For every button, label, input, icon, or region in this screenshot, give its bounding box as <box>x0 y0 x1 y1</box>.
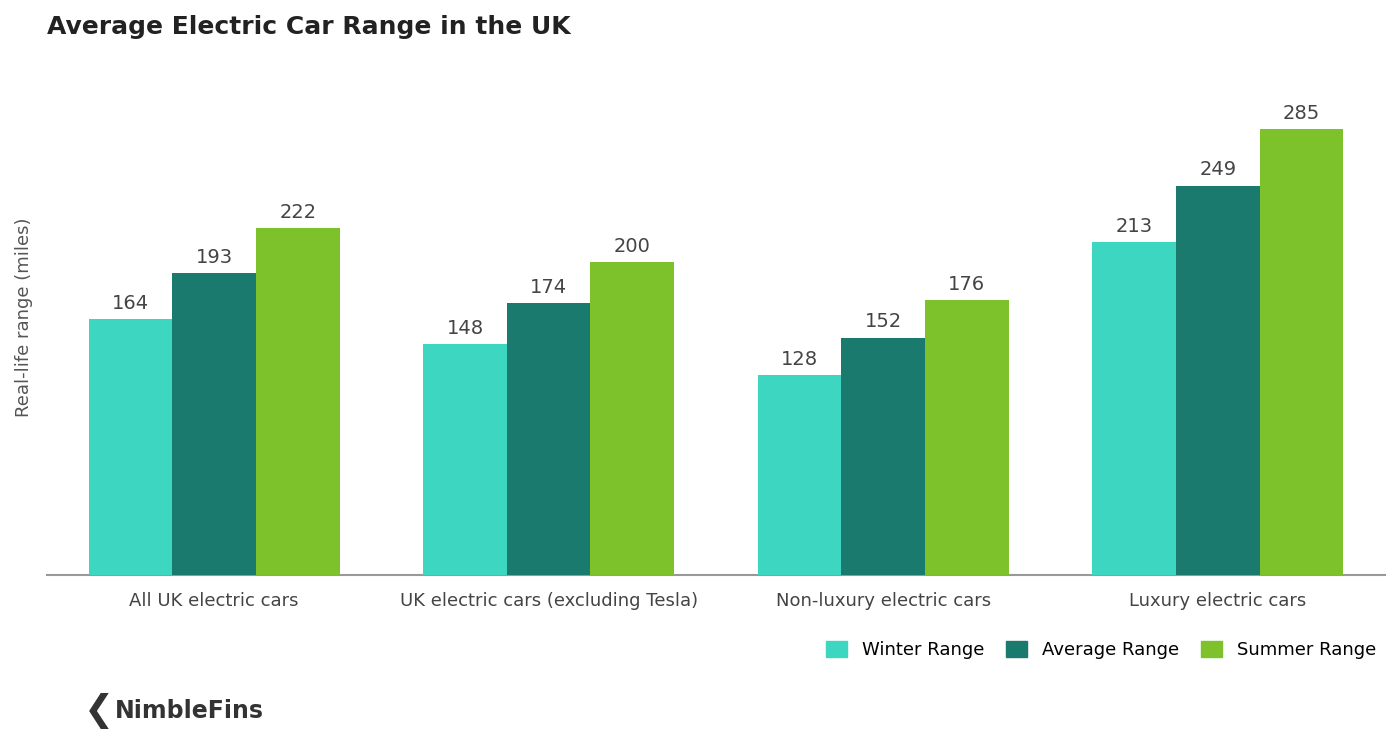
Text: Average Electric Car Range in the UK: Average Electric Car Range in the UK <box>46 15 571 39</box>
Bar <box>925 300 1008 575</box>
Bar <box>507 303 591 575</box>
Text: 193: 193 <box>196 248 232 267</box>
Bar <box>423 344 507 575</box>
Text: 285: 285 <box>1282 104 1320 124</box>
Text: ❮: ❮ <box>84 693 115 728</box>
Text: 222: 222 <box>279 203 316 222</box>
Text: 128: 128 <box>781 350 818 369</box>
Text: 174: 174 <box>531 278 567 297</box>
Text: NimbleFins: NimbleFins <box>115 699 263 722</box>
Text: 213: 213 <box>1116 217 1152 236</box>
Bar <box>88 318 172 575</box>
Text: 152: 152 <box>865 312 902 331</box>
Text: 249: 249 <box>1200 161 1236 179</box>
Bar <box>591 263 675 575</box>
Text: 200: 200 <box>613 237 651 256</box>
Text: 164: 164 <box>112 293 148 312</box>
Bar <box>1260 129 1343 575</box>
Legend: Winter Range, Average Range, Summer Range: Winter Range, Average Range, Summer Rang… <box>826 641 1376 659</box>
Y-axis label: Real-life range (miles): Real-life range (miles) <box>15 217 34 417</box>
Bar <box>172 273 256 575</box>
Bar <box>1176 186 1260 575</box>
Bar <box>841 338 925 575</box>
Bar <box>757 375 841 575</box>
Text: 148: 148 <box>447 318 483 338</box>
Bar <box>1092 242 1176 575</box>
Bar <box>256 228 340 575</box>
Text: 176: 176 <box>948 275 986 294</box>
